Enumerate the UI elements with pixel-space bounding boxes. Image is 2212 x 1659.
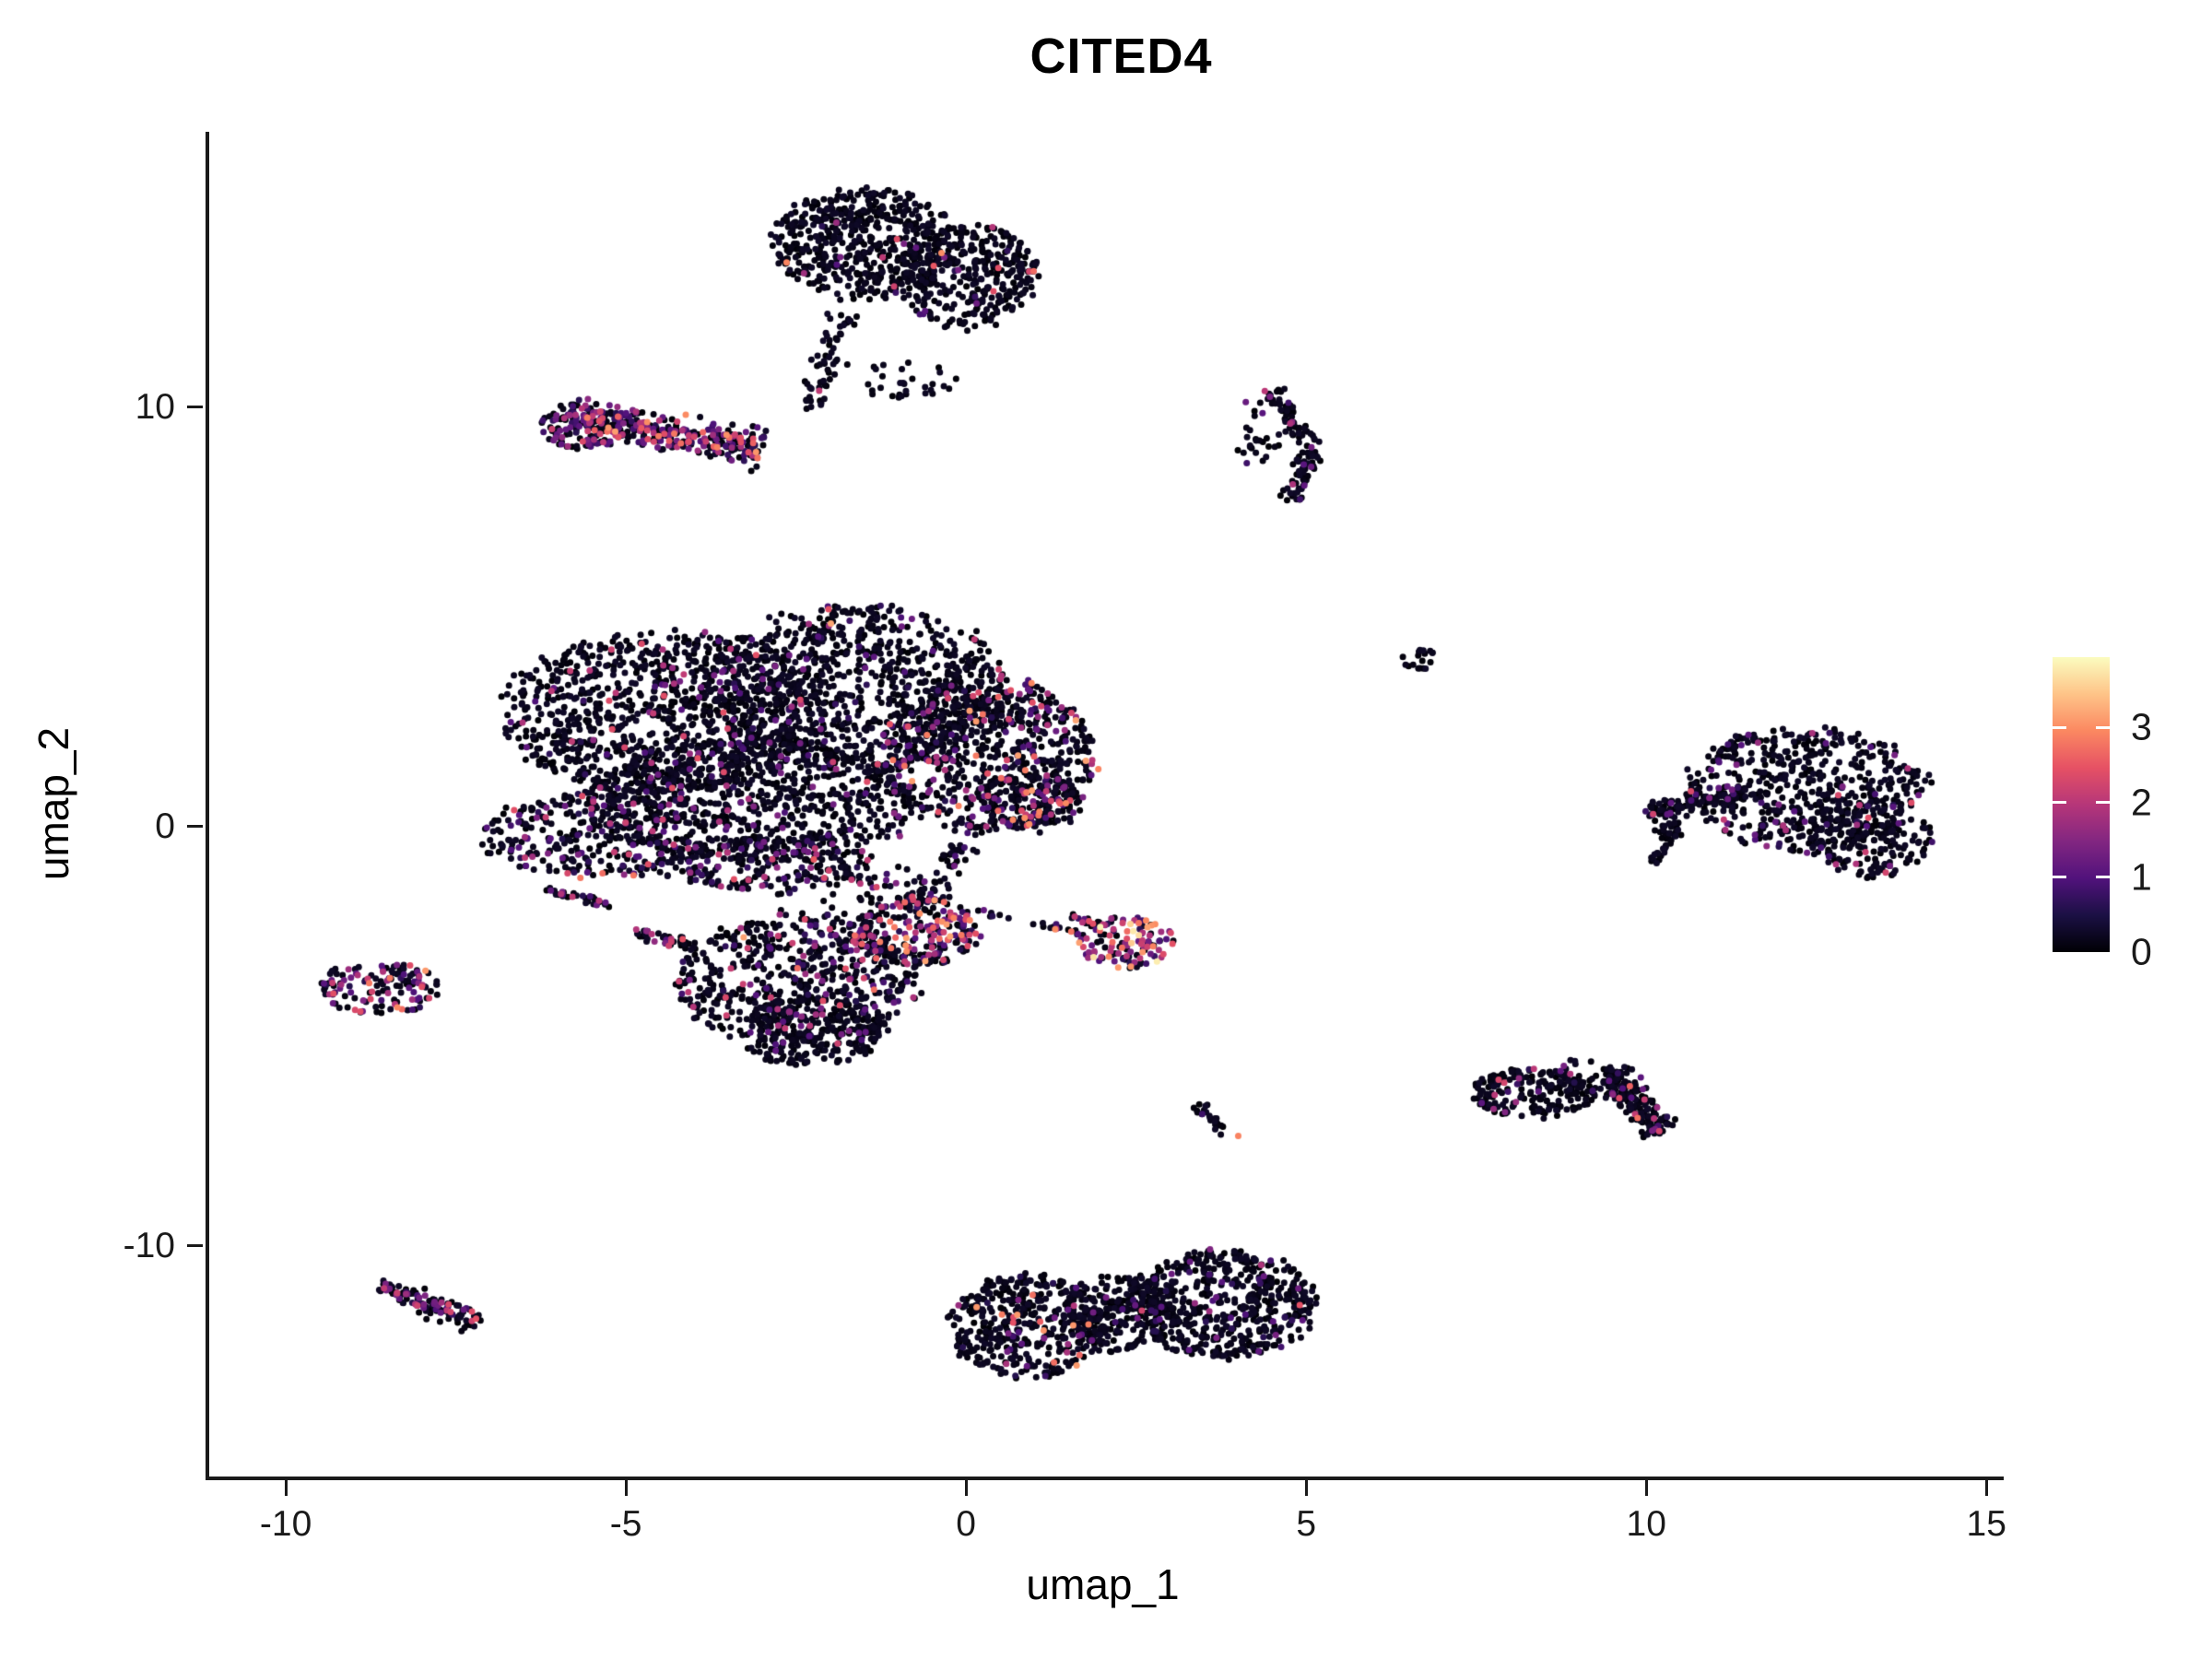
y-tick-label: 0 (155, 806, 175, 846)
x-tick-label: 15 (1966, 1504, 2006, 1544)
colorbar-tick-label: 3 (2131, 705, 2152, 748)
x-tick-label: 10 (1626, 1504, 1666, 1544)
colorbar-gradient (2053, 657, 2110, 952)
x-tick-label: 5 (1296, 1504, 1317, 1544)
y-tick-label: 10 (135, 386, 175, 427)
x-tick-mark (284, 1480, 288, 1496)
y-tick-label: -10 (123, 1225, 175, 1265)
y-tick-mark (187, 825, 203, 829)
plot-title: CITED4 (1030, 29, 1213, 84)
colorbar-tick-mark (2096, 725, 2110, 729)
colorbar-tick-mark (2096, 876, 2110, 879)
x-tick-label: 0 (956, 1504, 976, 1544)
plot-panel (206, 132, 2004, 1480)
colorbar-tick-label: 0 (2131, 930, 2152, 973)
colorbar-tick-mark (2053, 876, 2066, 879)
colorbar-tick-mark (2053, 801, 2066, 805)
colorbar-tick-mark (2096, 801, 2110, 805)
x-tick-mark (1644, 1480, 1648, 1496)
x-tick-mark (964, 1480, 968, 1496)
y-tick-mark (187, 406, 203, 409)
x-tick-mark (1304, 1480, 1308, 1496)
y-tick-mark (187, 1244, 203, 1248)
colorbar-tick-label: 2 (2131, 781, 2152, 824)
y-axis-title: umap_2 (29, 726, 77, 881)
x-tick-label: -5 (609, 1504, 642, 1544)
x-tick-mark (624, 1480, 628, 1496)
umap-scatter-canvas (209, 132, 2004, 1477)
x-tick-mark (1984, 1480, 1988, 1496)
colorbar-tick-label: 1 (2131, 855, 2152, 899)
x-tick-label: -10 (259, 1504, 312, 1544)
x-axis-title: umap_1 (1026, 1560, 1180, 1608)
colorbar-tick-mark (2053, 725, 2066, 729)
